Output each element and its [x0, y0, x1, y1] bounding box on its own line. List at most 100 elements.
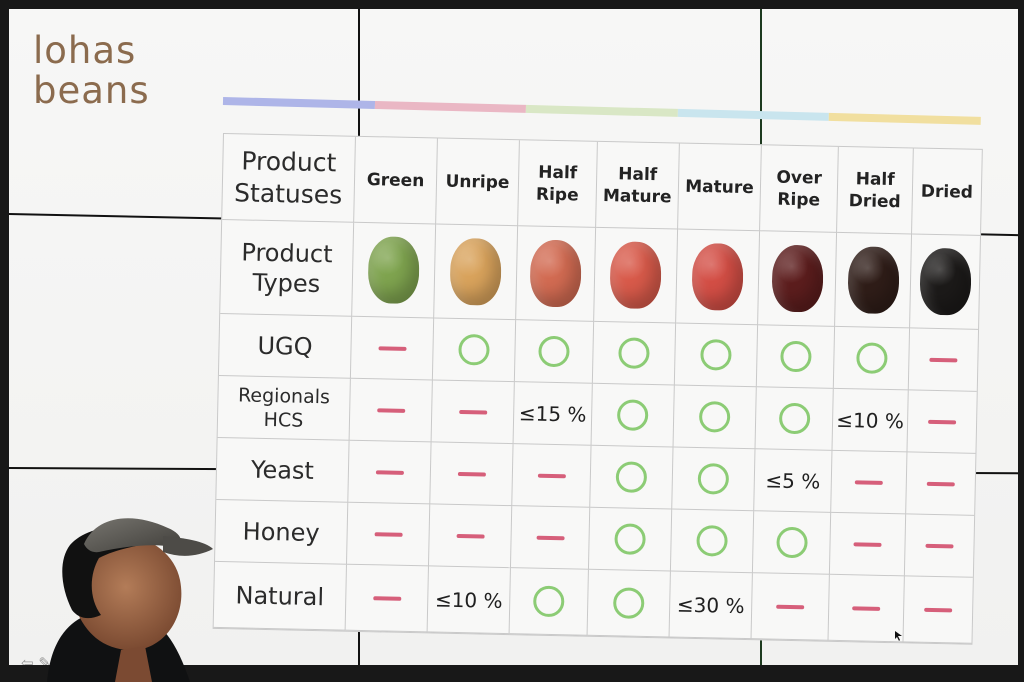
- table-row-label-cell: Regionals HCS: [217, 375, 351, 441]
- coffee-bean-image: [609, 241, 662, 310]
- coffee-bean-status-table: Product Statuses Green Unripe Half Ripe Half…: [212, 133, 983, 645]
- accepted-circle-icon: [614, 523, 646, 555]
- coffee-bean-image: [449, 237, 502, 306]
- not-applicable-dash-icon: [537, 473, 566, 478]
- not-applicable-dash-icon: [374, 531, 403, 537]
- column-header: Half Mature: [596, 141, 680, 230]
- column-header-label: Half Dried: [848, 168, 901, 212]
- table-cell: [349, 378, 433, 443]
- table-cell: [588, 507, 673, 572]
- accepted-circle-icon: [618, 337, 650, 369]
- percentage-limit: ≤15 %: [518, 400, 587, 427]
- column-header-label: Half Mature: [602, 163, 672, 207]
- divider-strip-segment: [829, 112, 981, 125]
- column-header-label: Unripe: [445, 171, 510, 193]
- not-applicable-dash-icon: [536, 535, 565, 540]
- coffee-bean-image: [770, 244, 824, 313]
- column-header-label: Mature: [685, 176, 754, 198]
- display-bezel-right: [1018, 0, 1024, 682]
- accepted-circle-icon: [616, 399, 649, 431]
- coffee-bean-image: [846, 246, 900, 315]
- accepted-circle-icon: [779, 340, 812, 373]
- not-applicable-dash-icon: [375, 469, 404, 475]
- product-type-cell: [835, 232, 913, 329]
- accepted-circle-icon: [458, 333, 490, 366]
- not-applicable-dash-icon: [458, 409, 487, 415]
- product-type-cell: [676, 229, 761, 326]
- table-row-label: Natural: [235, 580, 325, 611]
- product-type-cell: [352, 222, 437, 319]
- not-applicable-dash-icon: [853, 541, 882, 547]
- column-header: Half Ripe: [518, 140, 598, 228]
- accepted-circle-icon: [778, 402, 810, 435]
- accepted-circle-icon: [538, 335, 570, 368]
- table-cell: [674, 323, 759, 388]
- column-header: Unripe: [436, 138, 520, 227]
- table-row-label: Yeast: [250, 455, 315, 485]
- arrow-left-icon: ⇦: [21, 654, 34, 665]
- table-cell: [345, 564, 429, 633]
- table-cell: ≤10 %: [427, 566, 511, 635]
- table-cell: [752, 511, 832, 575]
- column-header-label: Green: [366, 169, 425, 191]
- accepted-circle-icon: [700, 339, 732, 371]
- not-applicable-dash-icon: [929, 357, 958, 362]
- table-cell: ≤30 %: [669, 571, 753, 640]
- brand-line-lohas: lohas: [33, 29, 137, 72]
- not-applicable-dash-icon: [854, 479, 883, 485]
- column-header: Green: [354, 136, 438, 225]
- table-cell: [510, 506, 591, 570]
- table-cell: [590, 445, 674, 510]
- table-cell: [904, 514, 975, 578]
- table-cell: [591, 383, 675, 448]
- column-header-label: Half Ripe: [535, 162, 579, 205]
- divider-strip-segment: [677, 108, 830, 121]
- table-cell: [512, 444, 592, 508]
- colored-divider-strip: [222, 97, 981, 125]
- not-applicable-dash-icon: [852, 605, 881, 611]
- product-type-cell: [434, 224, 519, 321]
- table-row-label-cell: Natural: [213, 561, 347, 631]
- table-cell: [906, 452, 976, 516]
- percentage-limit: ≤10 %: [836, 407, 905, 433]
- table-cell: [587, 569, 671, 638]
- table-cell: [350, 316, 435, 381]
- product-type-cell: [516, 226, 597, 322]
- not-applicable-dash-icon: [776, 604, 805, 609]
- table-cell: [751, 573, 830, 641]
- table-row-label-cell: Honey: [215, 499, 349, 565]
- table-cell: [509, 568, 589, 636]
- display-bezel-bottom: [0, 665, 1024, 682]
- percentage-limit: ≤30 %: [676, 592, 745, 618]
- table-cell: [828, 574, 905, 643]
- column-header-label: Dried: [920, 181, 974, 203]
- header-product-statuses-label: Product Statuses: [233, 145, 343, 210]
- divider-strip-segment: [525, 104, 678, 117]
- table-row-label: UGQ: [257, 331, 313, 361]
- table-cell: [829, 512, 907, 577]
- presentation-screen: lohas beans Product Statuses Green Unripe H…: [9, 9, 1024, 665]
- table-cell: [431, 380, 515, 445]
- table-cell: [428, 504, 513, 569]
- accepted-circle-icon: [697, 463, 730, 495]
- mouse-pointer-icon: [895, 631, 902, 641]
- accepted-circle-icon: [532, 585, 565, 618]
- header-product-statuses: Product Statuses: [222, 134, 356, 223]
- not-applicable-dash-icon: [926, 481, 955, 486]
- table-cell: [755, 387, 834, 451]
- table-cell: [672, 447, 756, 512]
- lohas-beans-brand: lohas beans: [33, 31, 150, 111]
- row-product-types-label: Product Types: [220, 220, 355, 317]
- display-bezel-left: [0, 0, 9, 682]
- coffee-bean-status-table-wrap: Product Statuses Green Unripe Half Ripe Half…: [212, 133, 983, 661]
- not-applicable-dash-icon: [457, 471, 486, 477]
- table-cell: [756, 325, 836, 389]
- table-cell: ≤15 %: [513, 382, 593, 446]
- column-header: Over Ripe: [760, 145, 839, 233]
- table-cell: ≤10 %: [832, 388, 909, 453]
- not-applicable-dash-icon: [456, 533, 485, 539]
- column-header-label: Over Ripe: [776, 167, 823, 211]
- not-applicable-dash-icon: [377, 345, 407, 351]
- accepted-circle-icon: [855, 342, 888, 374]
